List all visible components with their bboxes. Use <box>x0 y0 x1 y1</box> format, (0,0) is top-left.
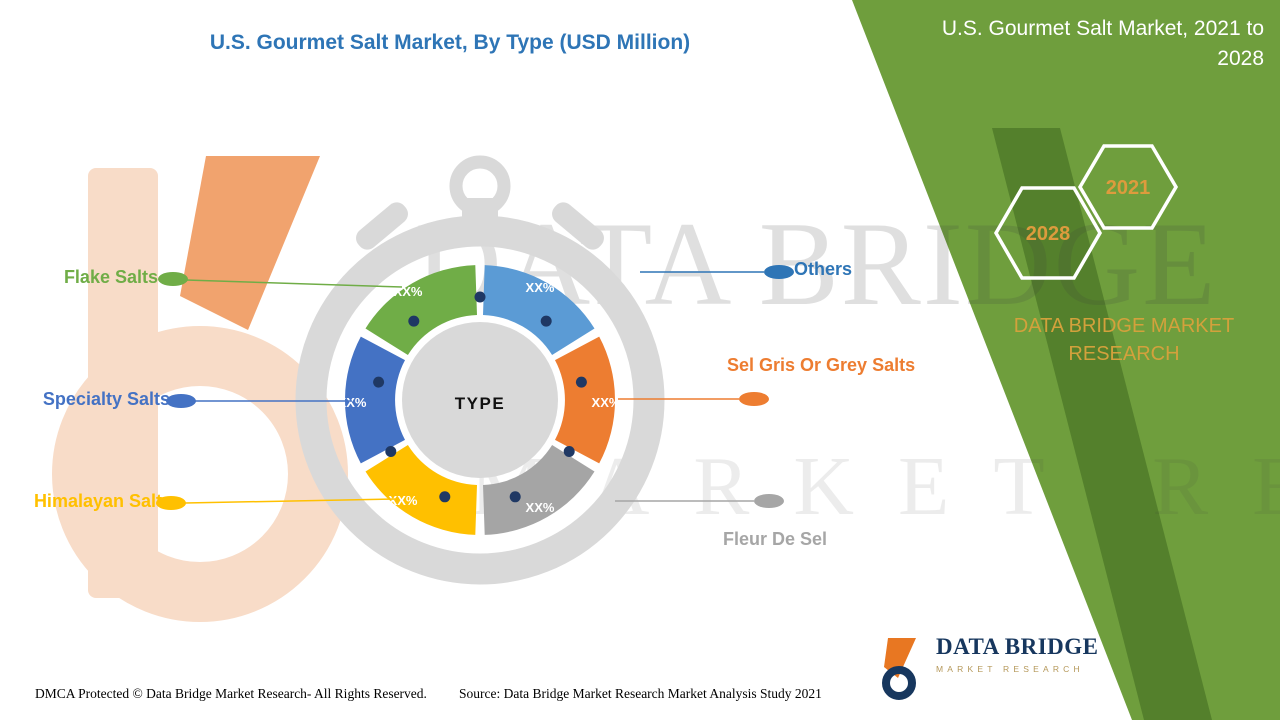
leader-line-flake <box>185 279 403 288</box>
label-fleur-de-sel: Fleur De Sel <box>723 529 828 549</box>
banner-title-line1: U.S. Gourmet Salt Market, 2021 to <box>941 17 1264 40</box>
segment-value-himalayan: XX% <box>389 493 418 508</box>
donut-segment-flake <box>365 265 477 355</box>
marker-others <box>764 265 794 279</box>
logo-pen-nib-icon <box>882 638 916 700</box>
marker-himalayan <box>156 496 186 510</box>
marker-flake <box>158 272 188 286</box>
segment-value-sel-gris: XX% <box>592 395 621 410</box>
chart-inner-circle <box>402 322 558 478</box>
donut-segment-himalayan <box>365 445 477 535</box>
donut-segment-sel-gris <box>555 336 616 464</box>
donut-segment-specialty <box>344 336 405 464</box>
hexagon-year-2028: 2028 <box>1026 223 1071 245</box>
label-flake-salts: Flake Salts <box>63 267 158 287</box>
label-specialty-salts: Specialty Salts <box>42 389 170 409</box>
brand-text-line2: RESEARCH <box>1068 343 1180 365</box>
data-bridge-logo: DATA BRIDGE MARKET RESEARCH <box>874 634 1098 700</box>
donut-segment-fleur-de-sel <box>483 445 595 535</box>
banner-title: U.S. Gourmet Salt Market, 2021 to 2028 <box>934 14 1264 74</box>
marker-fleur <box>754 494 784 508</box>
logo-text-block: DATA BRIDGE MARKET RESEARCH <box>936 634 1098 674</box>
logo-name: DATA BRIDGE <box>936 634 1099 659</box>
footer-source: Source: Data Bridge Market Research Mark… <box>459 686 822 701</box>
chart-center-label: TYPE <box>455 394 505 413</box>
stopwatch-body <box>295 155 665 585</box>
label-others: Others <box>794 259 853 279</box>
marker-specialty <box>166 394 196 408</box>
footer-dmca: DMCA Protected © Data Bridge Market Rese… <box>35 686 427 701</box>
stopwatch-lug-right <box>552 202 604 250</box>
stopwatch-lug-left <box>356 202 408 250</box>
segment-value-others: XX% <box>526 280 555 295</box>
marker-sel-gris <box>739 392 769 406</box>
brand-text-line1: DATA BRIDGE MARKET <box>1013 315 1235 337</box>
segment-value-flake: XX% <box>394 284 423 299</box>
hexagon-2021 <box>1077 144 1179 230</box>
tick-dots <box>373 291 587 503</box>
segment-value-fleur: XX% <box>526 500 555 515</box>
logo-tagline: MARKET RESEARCH <box>936 664 1084 674</box>
segment-value-specialty: XX% <box>338 395 367 410</box>
label-himalayan-salt: Himalayan Salt <box>33 491 162 511</box>
hexagon-2028 <box>993 186 1103 280</box>
stopwatch-outer-ring <box>295 215 665 585</box>
green-diagonal-stripe <box>992 128 1212 720</box>
hexagon-year-2021: 2021 <box>1106 177 1151 199</box>
leader-line-himalayan <box>184 498 398 504</box>
donut-segment-others <box>483 265 595 355</box>
banner-title-line2: 2028 <box>1217 47 1264 70</box>
label-sel-gris: Sel Gris Or Grey Salts <box>727 355 916 375</box>
brand-text: DATA BRIDGE MARKET RESEARCH <box>992 312 1256 368</box>
page-title: U.S. Gourmet Salt Market, By Type (USD M… <box>209 31 691 54</box>
